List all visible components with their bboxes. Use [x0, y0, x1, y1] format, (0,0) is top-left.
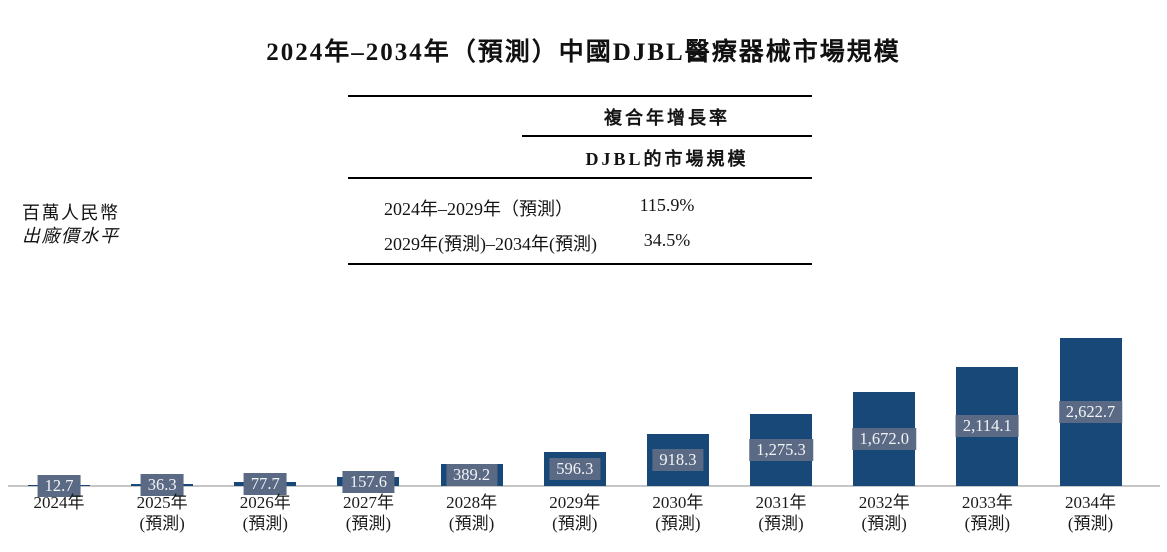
bar-value-label: 157.6 [342, 470, 394, 493]
unit-label: 百萬人民幣 出廠價水平 [22, 202, 120, 248]
x-tick-year: 2034年 [1065, 493, 1116, 512]
table-bottom-rule [348, 263, 812, 265]
x-tick-forecast: (預測) [861, 514, 907, 533]
bar-value-label: 389.2 [446, 464, 498, 487]
x-tick-label: 2032年 (預測) [819, 492, 949, 534]
x-tick-forecast: (預測) [242, 514, 288, 533]
x-tick-forecast: (預測) [552, 514, 598, 533]
cagr-value: 34.5% [643, 230, 691, 250]
x-tick-label: 2030年 (預測) [613, 492, 743, 534]
bar-value-label: 2,622.7 [1058, 401, 1123, 423]
x-tick-forecast: (預測) [964, 514, 1010, 533]
bar-value-label: 1,275.3 [749, 439, 813, 462]
x-tick-year: 2024年 [33, 493, 85, 512]
chart-title: 2024年–2034年（預測）中國DJBL醫療器械市場規模 [266, 39, 901, 66]
cagr-group-header: 複合年增長率 [604, 108, 730, 128]
x-tick-year: 2029年 [549, 493, 601, 512]
bar-value-label: 596.3 [549, 458, 601, 481]
bar-value-label: 77.7 [243, 472, 287, 495]
bar-value-label: 2,114.1 [955, 415, 1019, 438]
unit-currency-line: 百萬人民幣 [22, 203, 120, 223]
x-tick-year: 2028年 [446, 493, 498, 512]
cagr-series-header: DJBL的市場規模 [585, 149, 749, 169]
x-tick-label: 2027年 (預測) [303, 492, 433, 534]
x-tick-year: 2027年 [342, 493, 394, 512]
x-tick-label: 2031年 (預測) [716, 492, 846, 534]
x-tick-forecast: (預測) [345, 514, 392, 533]
bar-value-label: 1,672.0 [852, 427, 916, 450]
x-tick-year: 2031年 [755, 493, 807, 512]
x-tick-label: 2024年 [0, 492, 124, 513]
cagr-period: 2029年(預測)–2034年(預測) [384, 234, 597, 254]
cagr-row: 2024年–2029年（預測） 115.9% [348, 195, 812, 219]
x-axis-line [8, 485, 1160, 487]
x-tick-label: 2025年 (預測) [97, 492, 227, 534]
table-mid-rule [348, 177, 812, 179]
cagr-period: 2024年–2029年（預測） [384, 199, 573, 219]
bar-value-label: 918.3 [652, 449, 704, 472]
x-tick-forecast: (預測) [448, 514, 495, 533]
cagr-value: 115.9% [639, 195, 695, 215]
x-tick-forecast: (預測) [139, 514, 185, 533]
x-tick-year: 2033年 [961, 493, 1013, 512]
x-tick-forecast: (預測) [1067, 514, 1114, 533]
cagr-table: 複合年增長率 DJBL的市場規模 2024年–2029年（預測） 115.9% … [348, 95, 812, 265]
x-tick-label: 2028年 (預測) [407, 492, 537, 534]
x-tick-year: 2032年 [858, 493, 910, 512]
x-tick-year: 2026年 [239, 493, 291, 512]
bar-value-label: 12.7 [37, 474, 81, 497]
bar-value-label: 36.3 [140, 473, 184, 496]
x-tick-label: 2026年 (預測) [200, 492, 330, 534]
x-tick-forecast: (預測) [655, 514, 701, 533]
x-tick-label: 2033年 (預測) [922, 492, 1052, 534]
x-tick-forecast: (預測) [758, 514, 804, 533]
x-tick-year: 2030年 [652, 493, 704, 512]
unit-price-basis-line: 出廠價水平 [22, 226, 120, 246]
x-tick-label: 2029年 (預測) [510, 492, 640, 534]
x-tick-year: 2025年 [136, 493, 188, 512]
x-tick-label: 2034年 (預測) [1026, 492, 1156, 534]
table-top-rule [348, 95, 812, 97]
cagr-row: 2029年(預測)–2034年(預測) 34.5% [348, 230, 812, 254]
cagr-group-rule [522, 135, 812, 137]
